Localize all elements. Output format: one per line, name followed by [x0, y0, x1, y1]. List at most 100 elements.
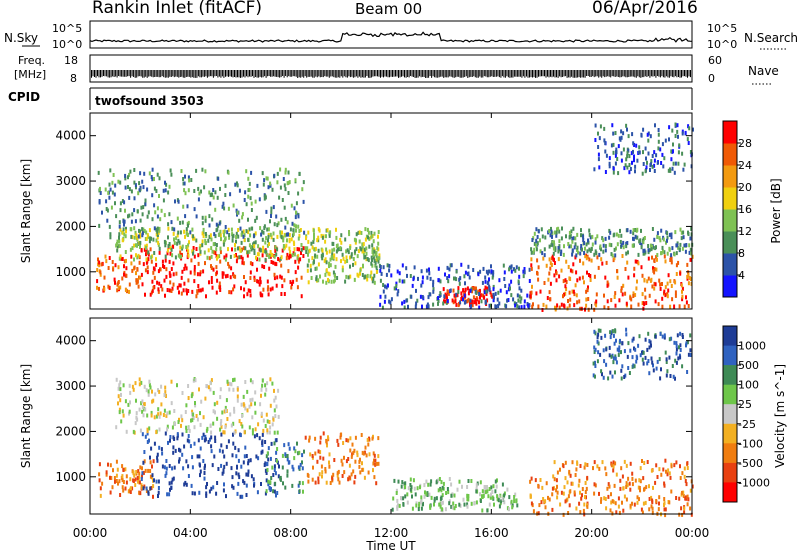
data-cell [533, 241, 536, 246]
data-cell [286, 252, 289, 257]
nsearch-tick-top: 10^5 [707, 22, 737, 35]
data-cell [98, 199, 101, 203]
data-cell [244, 246, 247, 251]
data-cell [422, 501, 424, 506]
data-cell [317, 480, 320, 485]
data-cell [284, 170, 287, 175]
data-cell [226, 381, 229, 386]
data-cell [580, 228, 582, 233]
data-cell [584, 246, 586, 251]
data-cell [167, 244, 170, 248]
data-cell [486, 508, 489, 513]
data-cell [681, 286, 684, 291]
data-cell [467, 264, 470, 269]
data-cell [510, 279, 513, 284]
data-cell [203, 185, 206, 190]
data-cell [614, 328, 617, 333]
data-cell [231, 484, 234, 489]
data-cell [284, 485, 287, 490]
data-cell [171, 466, 174, 471]
data-cell [564, 278, 567, 283]
data-cell [308, 248, 311, 253]
data-cell [128, 489, 131, 494]
colorbar-swatch [723, 326, 737, 347]
data-cell [288, 255, 291, 260]
data-cell [372, 461, 375, 466]
data-cell [495, 484, 498, 489]
data-cell [300, 275, 303, 280]
cpid-label: CPID [8, 90, 40, 104]
data-cell [172, 282, 175, 287]
data-cell [191, 249, 194, 254]
data-cell [437, 488, 440, 493]
data-cell [237, 234, 240, 239]
data-cell [623, 459, 626, 464]
data-cell [201, 239, 204, 244]
data-cell [249, 398, 252, 403]
data-cell [180, 291, 183, 296]
data-cell [183, 482, 186, 487]
data-cell [297, 259, 300, 264]
data-cell [609, 335, 612, 340]
data-cell [484, 490, 487, 495]
data-cell [131, 235, 134, 240]
data-cell [148, 379, 151, 384]
data-cell [346, 248, 349, 253]
data-cell [168, 184, 171, 189]
data-cell [265, 462, 268, 467]
data-cell [245, 454, 248, 458]
data-cell [657, 302, 660, 307]
data-cell [147, 210, 150, 215]
data-cell [191, 392, 194, 397]
data-cell [670, 256, 673, 261]
data-cell [199, 270, 202, 275]
data-cell [230, 266, 233, 271]
data-cell [174, 422, 176, 426]
data-cell [176, 383, 178, 388]
data-cell [648, 345, 651, 350]
data-cell [548, 244, 551, 249]
data-cell [266, 253, 269, 257]
data-cell [297, 265, 300, 270]
data-cell [217, 467, 220, 471]
data-cell [107, 190, 110, 195]
data-cell [659, 286, 662, 291]
data-cell [365, 234, 368, 239]
data-cell [639, 353, 642, 358]
data-cell [253, 233, 256, 238]
data-cell [620, 158, 623, 163]
colorbar-swatch [723, 275, 737, 298]
data-cell [497, 498, 500, 503]
data-cell [550, 242, 553, 247]
data-cell [594, 483, 597, 488]
data-cell [601, 236, 604, 241]
data-cell [650, 495, 653, 500]
data-cell [272, 489, 275, 494]
data-cell [235, 471, 238, 476]
y-tick-label: 1000 [55, 470, 86, 484]
data-cell [444, 507, 447, 512]
data-cell [124, 486, 127, 491]
data-cell [220, 424, 223, 429]
data-cell [570, 229, 573, 234]
data-cell [586, 463, 589, 467]
data-cell [319, 450, 322, 455]
data-cell [607, 482, 610, 487]
data-cell [423, 494, 426, 499]
data-cell [625, 481, 628, 486]
data-cell [590, 258, 593, 263]
data-cell [178, 457, 181, 462]
data-cell [595, 299, 598, 304]
data-cell [114, 183, 117, 188]
data-cell [147, 392, 150, 397]
data-cell [128, 172, 131, 177]
data-cell [354, 474, 357, 479]
data-cell [220, 419, 223, 423]
data-cell [281, 198, 284, 202]
data-cell [269, 480, 272, 485]
data-cell [471, 299, 474, 304]
data-cell [608, 235, 611, 240]
data-cell [166, 288, 169, 292]
data-cell [467, 494, 470, 498]
data-cell [145, 388, 148, 393]
